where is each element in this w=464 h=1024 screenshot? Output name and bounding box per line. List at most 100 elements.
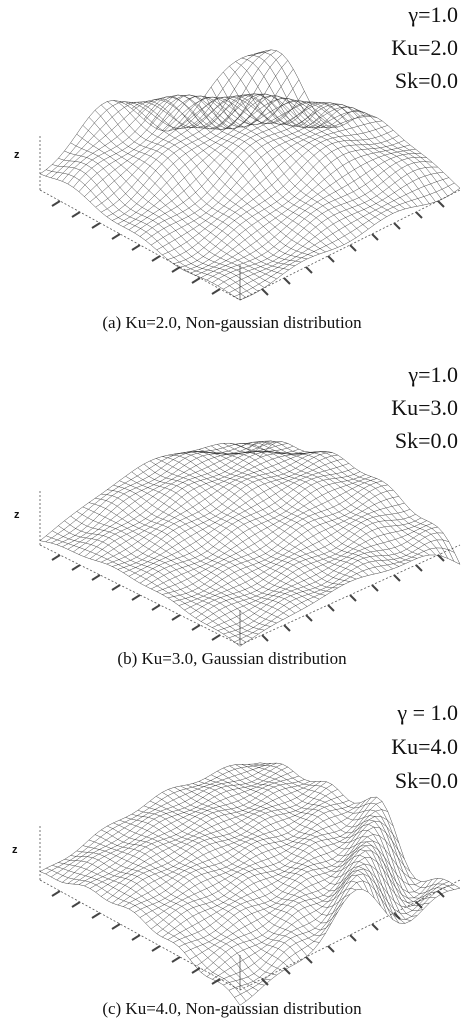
- tick: [305, 614, 313, 622]
- wireframe: [200, 153, 422, 278]
- wireframe: [78, 79, 300, 192]
- tick: [71, 211, 81, 218]
- wireframe: [239, 887, 461, 1006]
- tick: [131, 594, 141, 601]
- tick: [261, 288, 269, 296]
- wireframe: [117, 98, 338, 225]
- param: Ku=2.0: [391, 35, 458, 60]
- tick: [371, 923, 379, 931]
- wireframe: [64, 150, 265, 288]
- tick: [171, 614, 181, 621]
- wireframe: [52, 164, 253, 295]
- wireframe: [259, 762, 461, 889]
- tick: [211, 288, 221, 295]
- tick: [151, 255, 161, 262]
- wireframe: [234, 182, 455, 297]
- wireframe: [56, 50, 277, 180]
- tick: [283, 277, 291, 285]
- tick: [437, 554, 445, 562]
- panel: γ=1.0 Ku=3.0 Sk=0.0 z (b) Ku=3.0, Gaussi…: [14, 362, 461, 668]
- tick: [305, 266, 313, 274]
- wireframe: [247, 440, 448, 559]
- tick: [111, 923, 121, 930]
- param: γ=1.0: [407, 362, 458, 387]
- wireframe: [192, 783, 394, 920]
- wireframe: [217, 166, 438, 286]
- tick: [415, 211, 423, 219]
- wireframe: [247, 764, 448, 895]
- wireframe: [39, 762, 261, 872]
- wireframe: [223, 71, 424, 206]
- axis-label: z: [14, 149, 20, 161]
- wireframe: [123, 458, 344, 573]
- tick: [71, 901, 81, 908]
- tick: [349, 594, 357, 602]
- wireframe: [62, 763, 283, 883]
- wireframe: [239, 188, 461, 301]
- wireframe: [206, 156, 427, 281]
- tick: [111, 584, 121, 591]
- tick: [131, 934, 141, 941]
- wireframe: [95, 781, 316, 893]
- wireframe: [253, 52, 455, 193]
- base-edge: [39, 879, 461, 991]
- tick: [349, 244, 357, 252]
- wireframe: [89, 451, 311, 559]
- tick: [91, 912, 101, 919]
- wireframe: [39, 871, 241, 1006]
- wireframe: [123, 794, 344, 907]
- wireframe: [52, 530, 253, 639]
- tick: [211, 634, 221, 641]
- wireframe: [212, 857, 433, 980]
- wireframe: [94, 834, 296, 965]
- param: Sk=0.0: [395, 68, 458, 93]
- tick: [171, 266, 181, 273]
- wireframe: [241, 764, 442, 899]
- wireframe: [212, 161, 433, 283]
- axis-label: z: [14, 509, 20, 521]
- wireframe: [45, 763, 266, 875]
- caption: (c) Ku=4.0, Non-gaussian distribution: [102, 999, 362, 1018]
- wireframe: [89, 96, 311, 203]
- wireframe: [76, 850, 277, 976]
- wireframe: [259, 49, 461, 189]
- tick: [71, 564, 81, 571]
- panel: γ=1.0 Ku=2.0 Sk=0.0 z (a) Ku=2.0, Non-ga…: [14, 2, 461, 332]
- wireframe: [228, 177, 449, 294]
- tick: [51, 554, 61, 561]
- tick: [371, 584, 379, 592]
- tick: [191, 967, 201, 974]
- wireframe: [235, 764, 436, 903]
- caption: (b) Ku=3.0, Gaussian distribution: [117, 649, 347, 668]
- caption: (a) Ku=2.0, Non-gaussian distribution: [102, 313, 362, 332]
- base-edge: [39, 189, 461, 301]
- wireframe: [223, 767, 424, 911]
- wireframe: [217, 863, 438, 982]
- tick: [261, 634, 269, 642]
- tick: [437, 200, 445, 208]
- tick: [191, 277, 201, 284]
- wireframe: [223, 532, 444, 635]
- wireframe: [253, 440, 455, 562]
- tick: [151, 945, 161, 952]
- tick: [327, 604, 335, 612]
- wireframe: [206, 520, 427, 625]
- wireframe: [223, 868, 444, 986]
- wireframe: [192, 450, 393, 570]
- wireframe: [180, 95, 381, 221]
- wireframe: [58, 525, 259, 635]
- axis-label: z: [12, 844, 18, 856]
- param: Ku=4.0: [391, 734, 458, 759]
- wireframe: [67, 766, 288, 884]
- wireframe: [228, 873, 449, 991]
- wireframe: [73, 445, 294, 553]
- wireframe: [223, 443, 424, 557]
- wireframe: [119, 819, 320, 943]
- tick: [151, 604, 161, 611]
- tick: [283, 967, 291, 975]
- wireframe: [217, 444, 418, 559]
- wireframe: [173, 816, 394, 943]
- wireframe: [178, 496, 399, 606]
- tick: [283, 624, 291, 632]
- panel: γ = 1.0 Ku=4.0 Sk=0.0 z (c) Ku=4.0, Non-…: [12, 700, 461, 1018]
